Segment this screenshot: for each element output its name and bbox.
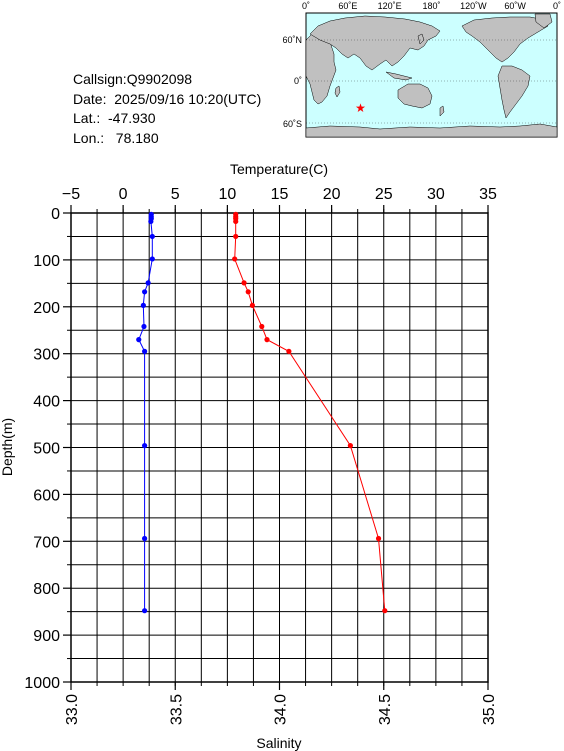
depth-axis: 0 100 200 300 400 500 600 700 800 900 1000 <box>24 206 71 692</box>
salinity-point <box>145 280 151 286</box>
salinity-point <box>136 337 142 343</box>
series-layer <box>136 211 388 614</box>
temperature-point <box>241 280 247 286</box>
salinity-point <box>142 348 148 354</box>
latitude-text: Lat.: -47.930 <box>73 110 156 126</box>
chart-grid <box>70 212 489 683</box>
temperature-point <box>233 218 239 225</box>
salinity-point <box>148 218 154 225</box>
salinity-point <box>142 535 148 542</box>
date-text: Date: 2025/09/16 10:20(UTC) <box>73 90 262 107</box>
depth-tick-label: 300 <box>33 347 60 364</box>
depth-tick-label: 500 <box>33 441 60 458</box>
salinity-point <box>142 608 148 614</box>
station-info: Callsign:Q9902098 Date: 2025/09/16 10:20… <box>73 70 261 148</box>
temperature-tick-label: −5 <box>62 186 80 203</box>
depth-tick-label: 100 <box>33 253 60 270</box>
depth-tick-label: 600 <box>33 487 60 504</box>
salinity-tick-label: 34.0 <box>273 694 290 725</box>
temperature-profile-line <box>234 214 386 611</box>
depth-axis-label: Depth(m) <box>0 418 15 476</box>
temperature-tick-label: 0 <box>119 186 128 203</box>
depth-tick-label: 800 <box>33 581 60 598</box>
salinity-tick-label: 33.5 <box>168 694 185 725</box>
depth-tick-label: 700 <box>33 534 60 551</box>
temperature-tick-label: 5 <box>171 186 180 203</box>
temperature-point <box>347 443 353 449</box>
temperature-point <box>249 302 255 308</box>
salinity-point <box>140 302 146 308</box>
temperature-point <box>375 535 382 542</box>
temperature-tick-label: 30 <box>427 186 445 203</box>
temperature-point <box>245 289 251 295</box>
temperature-tick-label: 25 <box>375 186 393 203</box>
depth-tick-label: 900 <box>33 628 60 645</box>
salinity-profile-line <box>138 214 153 611</box>
depth-tick-label: 0 <box>51 206 60 223</box>
depth-tick-label: 200 <box>33 300 60 317</box>
salinity-point <box>149 233 155 240</box>
temperature-point <box>232 256 238 262</box>
temperature-point <box>259 323 265 330</box>
temperature-tick-label: 20 <box>323 186 341 203</box>
depth-tick-label: 1000 <box>24 675 60 692</box>
temperature-point <box>233 233 239 240</box>
salinity-axis-label: Salinity <box>256 735 301 751</box>
temperature-tick-label: 10 <box>218 186 236 203</box>
salinity-tick-label: 35.0 <box>481 694 498 725</box>
callsign-text: Callsign:Q9902098 <box>73 71 193 87</box>
salinity-axis: 33.0 33.5 34.0 34.5 35.0 <box>64 682 498 725</box>
temperature-point <box>264 337 270 343</box>
temperature-point <box>286 348 292 354</box>
temperature-axis-label: Temperature(C) <box>230 161 328 177</box>
longitude-text: Lon.: 78.180 <box>73 129 159 146</box>
salinity-point <box>149 256 155 262</box>
salinity-point <box>142 443 148 449</box>
salinity-tick-label: 34.5 <box>377 694 394 725</box>
salinity-point <box>142 289 148 295</box>
depth-tick-label: 400 <box>33 394 60 411</box>
temperature-axis: −5 0 5 10 15 20 25 30 35 <box>62 186 497 213</box>
temperature-tick-label: 15 <box>271 186 289 203</box>
temperature-tick-label: 35 <box>479 186 497 203</box>
salinity-tick-label: 33.0 <box>64 694 81 725</box>
salinity-point <box>141 323 147 330</box>
temperature-point <box>382 608 388 614</box>
